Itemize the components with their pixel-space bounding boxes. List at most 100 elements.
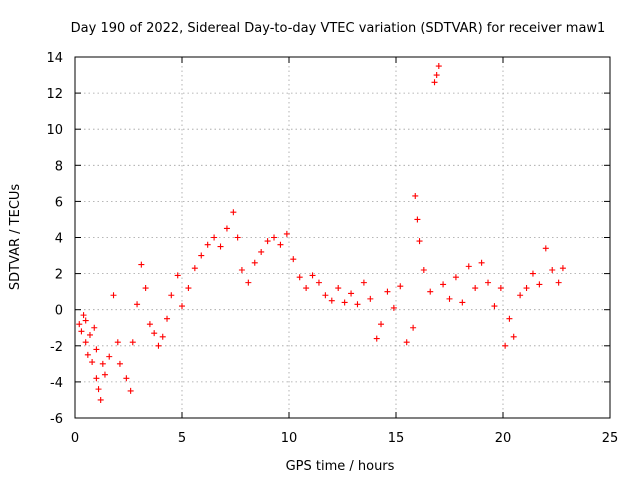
y-tick-label: -4	[50, 376, 63, 391]
data-point	[397, 283, 404, 290]
data-point	[168, 292, 175, 299]
y-tick-label: 12	[46, 87, 63, 102]
data-point	[384, 288, 391, 295]
data-point	[251, 259, 258, 266]
y-tick-label: 4	[55, 232, 63, 247]
data-point	[82, 339, 89, 346]
y-axis-label: SDTVAR / TECUs	[8, 184, 23, 291]
data-point	[78, 328, 85, 335]
data-point	[431, 79, 438, 86]
x-tick-label: 0	[71, 431, 79, 446]
x-tick-labels: 0 5 10 15 20 25	[71, 431, 618, 446]
data-point	[506, 315, 513, 322]
data-point	[185, 285, 192, 292]
data-point	[179, 303, 185, 310]
data-point	[174, 272, 181, 279]
data-point	[101, 371, 108, 378]
data-point	[497, 285, 504, 292]
data-point	[82, 317, 89, 324]
data-point	[296, 274, 303, 281]
data-point	[427, 288, 434, 295]
data-points	[76, 63, 566, 403]
data-point	[198, 252, 205, 259]
data-point	[403, 339, 410, 346]
data-point	[446, 295, 453, 302]
data-point	[110, 292, 117, 299]
y-tick-label: 10	[46, 123, 63, 138]
data-point	[322, 292, 329, 299]
data-point	[114, 339, 121, 346]
data-point	[93, 346, 100, 353]
data-point	[258, 248, 265, 255]
data-point	[414, 216, 421, 223]
data-point	[134, 301, 141, 308]
y-tick-label: -2	[50, 340, 63, 355]
data-point	[348, 290, 355, 297]
data-point	[95, 386, 102, 393]
data-point	[271, 234, 278, 241]
data-point	[99, 360, 106, 367]
data-point	[93, 375, 100, 382]
data-point	[116, 360, 123, 367]
grid-lines	[75, 57, 610, 418]
data-point	[341, 299, 348, 306]
chart-title: Day 190 of 2022, Sidereal Day-to-day VTE…	[71, 21, 606, 36]
data-point	[555, 279, 562, 286]
data-point	[127, 387, 134, 394]
x-axis-label: GPS time / hours	[286, 459, 395, 474]
data-point	[159, 333, 166, 340]
data-point	[517, 292, 524, 299]
data-point	[245, 279, 252, 286]
data-point	[264, 238, 271, 245]
data-point	[129, 339, 136, 346]
data-point	[303, 285, 310, 292]
data-point	[491, 303, 498, 310]
data-point	[510, 333, 517, 340]
data-point	[146, 321, 153, 328]
data-point	[335, 285, 342, 292]
data-point	[549, 266, 556, 273]
data-point	[89, 359, 96, 366]
y-tick-label: 8	[55, 159, 63, 174]
data-point	[378, 321, 385, 328]
data-point	[217, 243, 224, 250]
data-point	[191, 265, 198, 272]
data-point	[360, 279, 367, 286]
x-tick-label: 15	[388, 431, 405, 446]
y-tick-label: 0	[55, 304, 63, 319]
data-point	[142, 285, 149, 292]
data-point	[390, 304, 397, 311]
data-point	[536, 281, 543, 288]
data-point	[164, 315, 171, 322]
y-tick-label: 2	[55, 268, 63, 283]
data-point	[86, 331, 93, 338]
y-tick-label: 14	[46, 51, 63, 66]
data-point	[84, 351, 91, 358]
data-point	[465, 263, 472, 270]
data-point	[416, 238, 423, 245]
data-point	[204, 241, 211, 248]
data-point	[502, 342, 509, 349]
data-point	[155, 342, 162, 349]
data-point	[230, 209, 237, 216]
data-point	[529, 270, 536, 277]
data-point	[223, 225, 230, 232]
data-point	[354, 301, 361, 308]
x-tick-label: 10	[281, 431, 298, 446]
data-point	[290, 256, 297, 263]
data-point	[283, 230, 290, 237]
data-point	[523, 285, 530, 292]
data-point	[76, 321, 83, 328]
data-point	[433, 72, 440, 79]
data-point	[410, 324, 417, 331]
data-point	[106, 353, 113, 360]
data-point	[138, 261, 145, 268]
data-point	[277, 241, 284, 248]
data-point	[238, 266, 245, 273]
x-tick-label: 25	[602, 431, 619, 446]
x-tick-label: 20	[495, 431, 512, 446]
y-tick-labels: -6 -4 -2 0 2 4 6 8 10 12 14	[46, 51, 63, 427]
data-point	[309, 272, 316, 279]
data-point	[420, 266, 427, 273]
